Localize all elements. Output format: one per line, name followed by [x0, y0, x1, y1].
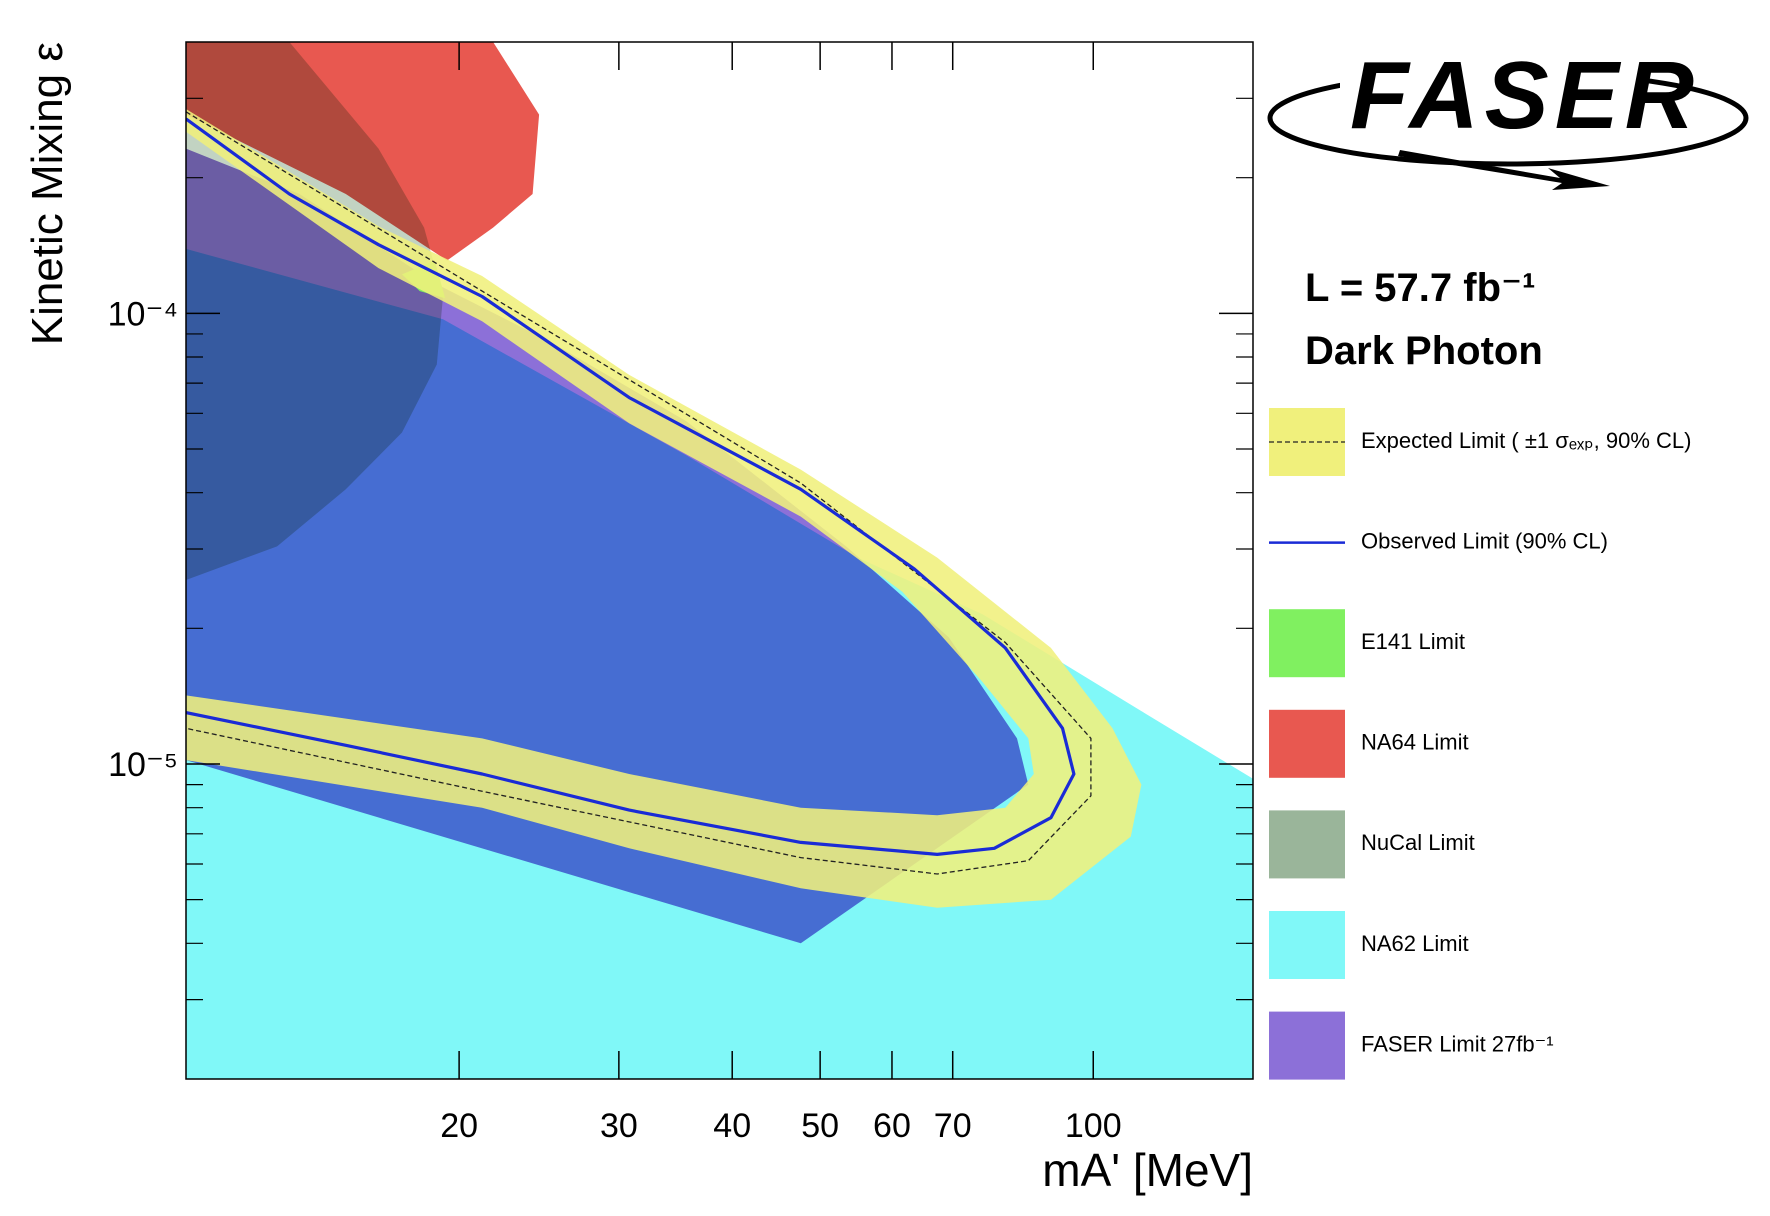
logo: FASER: [1267, 42, 1749, 190]
exclusion-region: [186, 42, 540, 261]
expected-line: [186, 111, 1092, 875]
x-tick-label: 40: [713, 1107, 751, 1145]
plot-area: [186, 42, 1253, 1079]
y-tick-label: 10⁻⁵: [108, 746, 178, 784]
x-tick-label: 20: [440, 1107, 478, 1145]
logo-mask: [1340, 58, 1640, 138]
x-tick-label: 70: [934, 1107, 972, 1145]
legend-swatch: [1269, 609, 1345, 678]
logo-text: FASER: [1350, 42, 1700, 149]
legend-label: Expected Limit ( ±1 σₑₓₚ, 90% CL): [1361, 428, 1691, 453]
luminosity: L = 57.7 fb⁻¹: [1305, 266, 1535, 310]
legend-swatch: [1269, 911, 1345, 979]
x-tick-label: 60: [873, 1107, 911, 1145]
x-tick-label: 50: [801, 1107, 839, 1145]
logo-arrow: [1398, 150, 1610, 190]
y-tick-label: 10⁻⁴: [108, 295, 178, 333]
axes: 20 30 40 50 60 70 100 10⁻⁵ 10⁻⁴: [108, 42, 1253, 1145]
legend-label: NA64 Limit: [1361, 730, 1469, 755]
legend-label: NuCal Limit: [1361, 830, 1475, 855]
x-axis-label: mA' [MeV]: [1042, 1144, 1253, 1196]
observed-line: [186, 117, 1076, 856]
legend-label: E141 Limit: [1361, 629, 1465, 654]
y-axis-label: Kinetic Mixing ε: [23, 42, 72, 345]
legend-label: Observed Limit (90% CL): [1361, 528, 1608, 553]
x-tick-label: 30: [600, 1107, 638, 1145]
legend: Expected Limit ( ±1 σₑₓₚ, 90% CL) Observe…: [1269, 408, 1691, 1080]
legend-swatch: [1269, 1011, 1345, 1080]
x-tick-label: 100: [1065, 1107, 1122, 1145]
legend-label: NA62 Limit: [1361, 931, 1469, 956]
legend-swatch: [1269, 810, 1345, 879]
model-label: Dark Photon: [1305, 329, 1543, 373]
legend-swatch: [1269, 709, 1345, 778]
legend-label: FASER Limit 27fb⁻¹: [1361, 1031, 1554, 1056]
plot-frame: [185, 41, 1254, 1080]
